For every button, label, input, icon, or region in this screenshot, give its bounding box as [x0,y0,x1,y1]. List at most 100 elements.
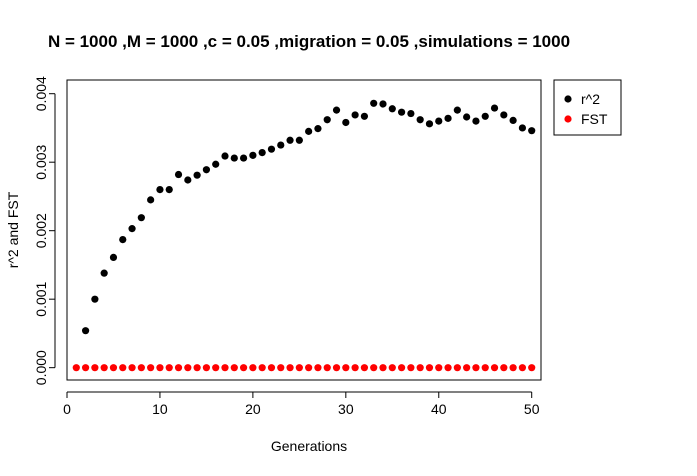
r2-point [444,114,452,122]
fst-point [174,364,183,372]
fst-point [221,364,229,372]
fst-point [518,364,527,372]
fst-point [370,364,378,372]
fst-point [156,364,164,372]
r2-point [165,185,173,194]
r2-point [407,109,415,118]
r2-point [397,108,406,116]
r2-point [518,124,527,132]
r2-point [388,105,396,113]
fst-point [286,364,294,372]
fst-point [416,364,424,372]
r2-point [463,113,471,121]
r2-point [332,106,341,114]
r2-point [286,136,294,144]
y-axis-label: r^2 and FST [5,191,21,268]
x-axis-label: Generations [271,438,347,454]
data-points [72,99,536,372]
r2-point [174,170,183,179]
fst-point [425,364,434,372]
r2-point [193,171,201,179]
x-tick-label: 0 [63,401,71,417]
r2-point [100,269,108,277]
fst-point [332,364,341,372]
r2-point [490,104,499,112]
r2-point [528,127,536,135]
r2-point [202,166,211,174]
fst-point [230,364,238,372]
fst-point [360,364,369,372]
fst-point [500,364,508,372]
fst-point [193,364,201,372]
fst-point [323,364,331,372]
fst-point [472,364,480,372]
r2-point [305,127,313,135]
r2-point [360,112,369,120]
r2-point [435,117,443,125]
fst-point [277,364,285,372]
fst-point [388,364,396,372]
fst-point [379,364,387,372]
r2-point [342,118,350,127]
fst-point [305,364,313,372]
fst-point [295,364,303,372]
fst-point [119,364,127,372]
fst-point [342,364,350,372]
r2-point [267,145,276,153]
r2-point [147,196,155,204]
r2-point [156,185,164,194]
fst-point [528,364,536,372]
r2-point [81,327,90,335]
x-tick-label: 40 [431,401,447,417]
fst-point [407,364,415,372]
y-tick-label: 0.001 [33,281,49,316]
fst-point [435,364,443,372]
r2-point [295,136,303,144]
r2-point [91,295,99,303]
r2-point [370,99,378,107]
legend-marker-r2 [564,95,572,103]
r2-point [128,225,136,233]
r2-point [184,176,192,184]
y-tick-label: 0.003 [33,144,49,179]
fst-point [184,364,192,372]
fst-point [81,364,90,372]
r2-point [109,253,118,261]
legend-box [553,79,622,136]
chart-title: N = 1000 ,M = 1000 ,c = 0.05 ,migration … [48,32,570,51]
fst-point [453,364,461,372]
r2-point [277,141,285,149]
fst-point [444,364,452,372]
fst-point [100,364,108,372]
plot-area-frame [66,79,542,381]
fst-point [137,364,145,372]
r2-point [509,116,517,125]
fst-point [212,364,220,372]
r2-point [379,100,387,108]
fst-point [509,364,517,372]
x-tick-label: 20 [245,401,261,417]
fst-point [490,364,499,372]
r2-point [416,116,424,124]
fst-point [239,364,248,372]
legend: r^2 FST [553,79,622,136]
r2-point [481,112,489,120]
fst-point [314,364,322,372]
legend-label-fst: FST [581,111,608,127]
fst-point [267,364,276,372]
fst-point [463,364,471,372]
fst-point [258,364,266,372]
fst-point [91,364,99,372]
fst-point [147,364,155,372]
y-tick-label: 0.000 [33,350,49,385]
r2-point [119,235,127,244]
x-tick-label: 30 [338,401,354,417]
x-axis: 0 10 20 30 40 50 [63,391,540,417]
y-tick-label: 0.002 [33,213,49,248]
r2-point [472,117,480,125]
fst-point [351,364,359,372]
r2-point [425,120,434,128]
legend-marker-fst [564,115,572,123]
legend-label-r2: r^2 [581,91,600,107]
